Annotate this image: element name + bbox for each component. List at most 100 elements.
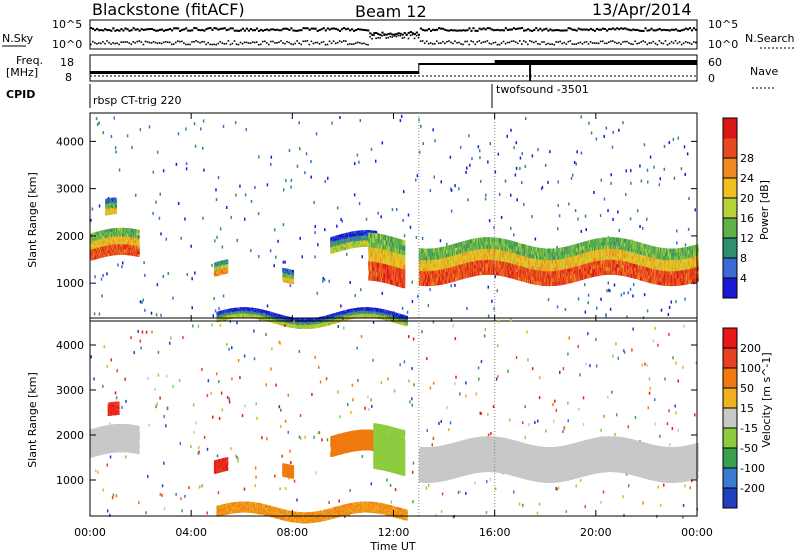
nsearch-point: [429, 42, 432, 44]
noise-cell: [402, 218, 404, 222]
noise-cell: [537, 148, 539, 152]
noise-cell: [117, 263, 119, 267]
echo-cell: [114, 198, 118, 202]
nsky-point: [201, 29, 204, 32]
freq-label: Freq.: [16, 54, 43, 67]
nsky-point: [268, 29, 271, 32]
noise-cell: [632, 283, 635, 287]
nsearch-point: [399, 34, 402, 37]
noise-cell: [411, 300, 414, 304]
nsearch-point: [618, 41, 620, 44]
nsearch-point: [595, 42, 598, 45]
noise-cell: [625, 169, 628, 173]
nsky-point: [314, 27, 317, 30]
nsearch-point: [241, 42, 244, 45]
nsky-point: [215, 27, 218, 30]
nsky-point: [371, 33, 374, 36]
nsky-point: [672, 28, 675, 31]
noise-cell: [377, 211, 379, 215]
nsearch-point: [348, 43, 351, 45]
noise-cell: [250, 199, 253, 203]
nsky-point: [595, 27, 599, 30]
echo-cell: [114, 203, 118, 207]
nsky-point: [612, 27, 615, 30]
nsky-point: [90, 27, 93, 30]
noise-cell: [273, 264, 275, 268]
nsky-point: [183, 28, 186, 31]
echo-cell: [123, 243, 126, 248]
noise-cell: [289, 284, 292, 288]
nsearch-point: [460, 43, 462, 45]
nsearch-point: [344, 40, 347, 42]
nsky-point: [324, 29, 327, 32]
nsearch-point: [490, 43, 493, 45]
nsearch-point: [660, 42, 663, 44]
nsky-point: [454, 29, 457, 32]
nsearch-point: [555, 41, 557, 43]
nsky-point: [112, 27, 115, 30]
nsearch-point: [478, 40, 481, 42]
nsearch-point: [280, 40, 282, 42]
echo-cell: [133, 239, 137, 244]
noise-cell: [629, 217, 632, 221]
noise-cell: [193, 122, 196, 126]
noise-cell: [595, 137, 598, 141]
nsearch-point: [100, 42, 102, 45]
noise-cell: [201, 146, 204, 150]
nsearch-point: [686, 41, 689, 44]
nsky-point: [579, 28, 582, 31]
noise-cell: [450, 188, 453, 192]
nsearch-point: [235, 43, 238, 46]
nsearch-point: [193, 40, 195, 43]
echo-cell: [112, 238, 115, 243]
noise-cell: [298, 121, 300, 125]
noise-cell: [478, 149, 481, 153]
nsearch-point: [96, 43, 98, 45]
nsearch-point: [688, 42, 691, 44]
noise-cell: [688, 197, 690, 201]
noise-cell: [100, 277, 103, 281]
nsky-point: [614, 28, 617, 31]
noise-cell: [322, 276, 325, 280]
noise-cell: [450, 284, 452, 288]
echo-cell: [137, 240, 140, 244]
nsky-point: [387, 32, 390, 35]
nsearch-point: [563, 41, 566, 44]
nsky-point: [282, 27, 285, 30]
noise-cell: [156, 150, 159, 154]
noise-cell: [531, 154, 534, 158]
nsky-point: [138, 29, 141, 32]
noise-cell: [290, 185, 292, 189]
echo-cell: [137, 253, 140, 257]
noise-cell: [391, 208, 394, 212]
nsky-point: [561, 29, 564, 32]
nsearch-tick-bottom: 10^0: [708, 38, 738, 51]
nsky-point: [506, 28, 510, 31]
echo-cell: [109, 201, 112, 204]
noise-cell: [298, 147, 301, 151]
noise-cell: [243, 217, 246, 221]
nsky-point: [225, 29, 228, 32]
noise-cell: [211, 263, 213, 267]
nsky-point: [187, 29, 190, 32]
nsky-point: [290, 27, 293, 30]
nsky-point: [243, 29, 246, 32]
nsearch-point: [446, 40, 448, 43]
noise-cell: [687, 227, 690, 231]
noise-cell: [219, 227, 222, 231]
noise-cell: [434, 139, 436, 143]
nsky-point: [340, 28, 344, 31]
noise-cell: [380, 215, 382, 219]
noise-cell: [607, 281, 610, 285]
nsearch-point: [650, 42, 653, 44]
noise-cell: [310, 159, 312, 163]
noise-cell: [429, 189, 432, 193]
nsearch-point: [468, 43, 470, 46]
nsearch-point: [268, 43, 270, 46]
noise-cell: [484, 197, 487, 201]
noise-cell: [668, 305, 671, 309]
nsearch-point: [142, 43, 145, 46]
nsky-point: [512, 27, 516, 30]
noise-cell: [339, 116, 341, 120]
nsky-point: [565, 29, 568, 32]
